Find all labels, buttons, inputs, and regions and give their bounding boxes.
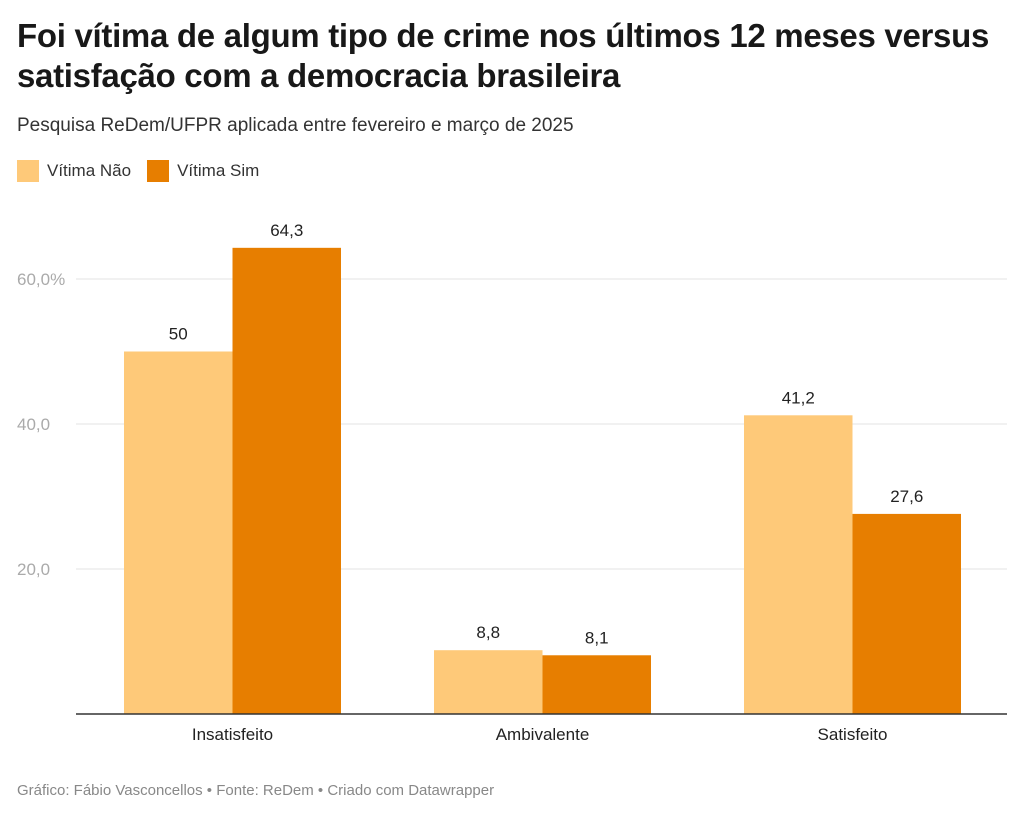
x-tick-label: Insatisfeito xyxy=(192,725,273,744)
x-tick-label: Ambivalente xyxy=(496,725,590,744)
y-tick-label: 60,0% xyxy=(17,270,65,289)
bar xyxy=(124,351,233,714)
legend-label: Vítima Não xyxy=(47,161,132,180)
bar xyxy=(232,247,341,714)
bar xyxy=(542,655,651,714)
chart-title: Foi vítima de algum tipo de crime nos úl… xyxy=(17,17,990,94)
y-tick-label: 20,0 xyxy=(17,560,50,579)
footer-credits: Gráfico: Fábio Vasconcellos • Fonte: ReD… xyxy=(17,782,495,799)
chart-subtitle: Pesquisa ReDem/UFPR aplicada entre fever… xyxy=(17,115,574,136)
legend-swatch xyxy=(147,160,170,182)
data-label: 27,6 xyxy=(890,487,923,506)
bar xyxy=(852,513,961,714)
data-label: 41,2 xyxy=(782,388,815,407)
legend-item-vitima-nao: Vítima Não xyxy=(17,160,131,182)
bar xyxy=(744,415,853,714)
x-tick-label: Satisfeito xyxy=(818,725,888,744)
data-label: 64,3 xyxy=(270,221,303,240)
bar xyxy=(434,650,543,714)
legend-label: Vítima Sim xyxy=(177,161,260,180)
legend: Vítima Não Vítima Sim xyxy=(17,160,259,182)
data-label: 50 xyxy=(169,325,188,344)
legend-item-vitima-sim: Vítima Sim xyxy=(147,160,259,182)
y-tick-label: 40,0 xyxy=(17,415,50,434)
data-label: 8,1 xyxy=(585,628,609,647)
data-label: 8,8 xyxy=(476,623,500,642)
legend-swatch xyxy=(17,160,39,182)
